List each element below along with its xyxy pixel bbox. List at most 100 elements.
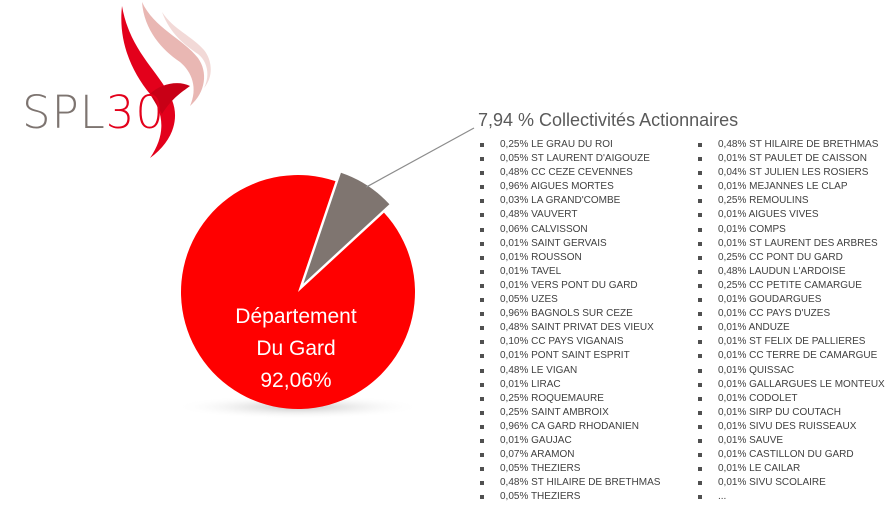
list-item-label: 0,01% ST PAULET DE CAISSON (718, 153, 867, 165)
bullet-icon (698, 171, 702, 176)
bullet-icon (698, 227, 702, 232)
list-item-label: 0,01% ROUSSON (500, 251, 582, 263)
list-item: 0,01% CODOLET (698, 392, 885, 406)
list-item-label: 0,96% AIGUES MORTES (500, 181, 614, 193)
list-item: 0,48% VAUVERT (480, 208, 660, 222)
list-item-label: 0,01% MEJANNES LE CLAP (718, 181, 848, 193)
list-item-label: 0,96% CA GARD RHODANIEN (500, 420, 639, 432)
list-item-label: 0,48% ST HILAIRE DE BRETHMAS (718, 139, 879, 150)
list-item: 0,48% LAUDUN L'ARDOISE (698, 265, 885, 279)
list-item: 0,01% CASTILLON DU GARD (698, 448, 885, 462)
bullet-icon (480, 185, 484, 190)
bullet-icon (698, 255, 702, 260)
list-item-label: 0,25% ROQUEMAURE (500, 392, 604, 404)
bullet-icon (698, 467, 702, 472)
bullet-icon (698, 438, 702, 443)
list-item: 0,01% ANDUZE (698, 321, 885, 335)
list-item-label: 0,01% ST FELIX DE PALLIERES (718, 336, 866, 348)
bullet-icon (480, 269, 484, 274)
flame-icon (121, 2, 211, 158)
list-item-label: 0,48% LE VIGAN (500, 364, 578, 376)
bullet-icon (698, 354, 702, 359)
list-item-label: 0,05% UZES (500, 294, 558, 306)
bullet-icon (480, 495, 484, 500)
list-item: 0,01% CC PAYS D'UZES (698, 307, 885, 321)
list-item-label: 0,07% ARAMON (500, 449, 575, 461)
list-item-label: 0,48% ST HILAIRE DE BRETHMAS (500, 477, 661, 489)
bullet-icon (480, 340, 484, 345)
list-item: 0,25% SAINT AMBROIX (480, 406, 660, 420)
list-item-label: 0,05% THEZIERS (500, 491, 581, 503)
shareholders-list-right: 0,48% ST HILAIRE DE BRETHMAS 0,01% ST PAU… (698, 138, 885, 504)
pie-slice-departement (181, 175, 416, 410)
list-item: 0,48% ST HILAIRE DE BRETHMAS (480, 476, 660, 490)
list-item-label: 0,01% LIRAC (500, 378, 561, 390)
list-item: 0,25% LE GRAU DU ROI (480, 138, 660, 152)
list-item: 0,01% CC TERRE DE CAMARGUE (698, 349, 885, 363)
list-item: 0,10% CC PAYS VIGANAIS (480, 335, 660, 349)
list-item-label: 0,01% LE CAILAR (718, 463, 801, 475)
list-item-label: 0,01% COMPS (718, 223, 786, 235)
list-item-label: 0,01% CC PAYS D'UZES (718, 308, 831, 320)
list-item: 0,01% SAINT GERVAIS (480, 237, 660, 251)
list-item: 0,01% ST LAURENT DES ARBRES (698, 237, 885, 251)
list-item: 0,01% ST FELIX DE PALLIERES (698, 335, 885, 349)
list-item-label: 0,10% CC PAYS VIGANAIS (500, 336, 624, 348)
list-item-label: 0,48% SAINT PRIVAT DES VIEUX (500, 322, 654, 334)
list-item-label: 0,25% SAINT AMBROIX (500, 406, 609, 418)
list-item-label: 0,01% SIVU DES RUISSEAUX (718, 420, 857, 432)
list-item-label: 0,25% CC PETITE CAMARGUE (718, 279, 862, 291)
bullet-icon (480, 199, 484, 204)
list-item-label: 0,01% CC TERRE DE CAMARGUE (718, 350, 878, 362)
list-item-label: 0,01% CASTILLON DU GARD (718, 449, 854, 461)
logo-wordmark: SPL30 (22, 86, 166, 139)
bullet-icon (698, 368, 702, 373)
list-item-label: 0,01% QUISSAC (718, 364, 795, 376)
list-item: ... (698, 490, 885, 504)
bullet-icon (698, 382, 702, 387)
bullet-icon (698, 213, 702, 218)
bullet-icon (480, 424, 484, 429)
list-item: 0,01% TAVEL (480, 265, 660, 279)
list-item: 0,05% ST LAURENT D'AIGOUZE (480, 152, 660, 166)
list-item-label: 0,06% CALVISSON (500, 223, 588, 235)
list-item: 0,01% QUISSAC (698, 364, 885, 378)
bullet-icon (480, 467, 484, 472)
list-item-label: 0,01% SAUVE (718, 434, 784, 446)
bullet-icon (480, 396, 484, 401)
list-item: 0,06% CALVISSON (480, 223, 660, 237)
list-item: 0,01% GALLARGUES LE MONTEUX (698, 378, 885, 392)
list-item: 0,05% THEZIERS (480, 462, 660, 476)
list-item-label: 0,48% VAUVERT (500, 209, 578, 221)
list-item: 0,01% MEJANNES LE CLAP (698, 180, 885, 194)
bullet-icon (698, 481, 702, 486)
list-item: 0,25% ROQUEMAURE (480, 392, 660, 406)
list-item: 0,07% ARAMON (480, 448, 660, 462)
list-item: 0,01% PONT SAINT ESPRIT (480, 349, 660, 363)
spl30-logo (121, 2, 211, 158)
list-item: 0,01% LE CAILAR (698, 462, 885, 476)
bullet-icon (480, 157, 484, 162)
list-item-label: 0,01% ANDUZE (718, 322, 790, 334)
list-item: 0,96% AIGUES MORTES (480, 180, 660, 194)
list-item-label: 0,01% SIRP DU COUTACH (718, 406, 841, 418)
main-slice-name-line1: Département (235, 305, 357, 328)
bullet-icon (480, 283, 484, 288)
list-item-label: ... (718, 491, 727, 503)
list-item-label: 0,01% GOUDARGUES (718, 294, 822, 306)
bullet-icon (698, 269, 702, 274)
list-item: 0,48% ST HILAIRE DE BRETHMAS (698, 138, 885, 152)
list-item: 0,01% ST PAULET DE CAISSON (698, 152, 885, 166)
bullet-icon (698, 340, 702, 345)
list-item-label: 0,48% CC CEZE CEVENNES (500, 167, 633, 179)
list-item: 0,01% AIGUES VIVES (698, 208, 885, 222)
list-item-label: 0,25% LE GRAU DU ROI (500, 139, 613, 150)
list-item: 0,05% THEZIERS (480, 490, 660, 504)
list-item-label: 0,01% SIVU SCOLAIRE (718, 477, 826, 489)
list-item: 0,48% LE VIGAN (480, 364, 660, 378)
bullet-icon (480, 241, 484, 246)
list-item: 0,01% LIRAC (480, 378, 660, 392)
list-item: 0,01% COMPS (698, 223, 885, 237)
bullet-icon (480, 382, 484, 387)
list-item: 0,25% CC PONT DU GARD (698, 251, 885, 265)
